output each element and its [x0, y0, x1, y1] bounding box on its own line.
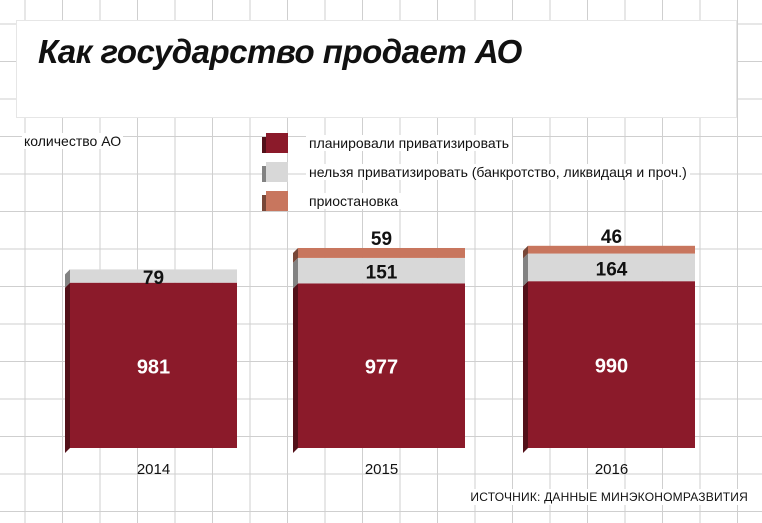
- bar-side-2015-1: [293, 257, 298, 289]
- legend: планировали приватизировать нельзя прива…: [262, 128, 690, 215]
- chart-title: Как государство продает АО: [38, 33, 522, 70]
- data-label-2015-series-2: 59: [371, 229, 392, 250]
- x-tick-label-2014: 2014: [137, 461, 170, 478]
- legend-label-suspended: приостановка: [306, 192, 402, 209]
- legend-swatch-side: [262, 194, 266, 211]
- data-label-2015-series-1: 151: [366, 263, 398, 284]
- data-label-2015-series-0: 977: [365, 357, 398, 379]
- legend-swatch-face: [266, 132, 288, 153]
- legend-swatch-cannot: [262, 161, 288, 182]
- bar-2015-series-2: [298, 247, 465, 258]
- legend-label-planned: планировали приватизировать: [306, 134, 513, 151]
- bar-side-2015-0: [293, 283, 298, 453]
- legend-item-planned: планировали приватизировать: [262, 128, 690, 157]
- bar-2015-series-1: [298, 257, 465, 284]
- bar-side-2014-0: [65, 282, 70, 453]
- x-tick-label-2015: 2015: [365, 461, 398, 478]
- legend-swatch-side: [262, 136, 266, 153]
- bar-2016-series-2: [528, 245, 695, 254]
- bar-2014-series-1: [70, 269, 237, 283]
- bar-side-2014-1: [65, 269, 70, 288]
- legend-label-cannot: нельзя приватизировать (банкротство, лик…: [306, 163, 690, 180]
- source-note: ИСТОЧНИК: ДАННЫЕ МИНЭКОНОМРАЗВИТИЯ: [468, 489, 750, 505]
- title-panel: Как государство продает АО: [17, 21, 736, 117]
- data-label-2014-series-1: 79: [143, 268, 164, 289]
- x-tick-label-2016: 2016: [595, 461, 628, 478]
- data-label-2014-series-0: 981: [137, 356, 170, 378]
- data-label-2016-series-2: 46: [601, 227, 622, 248]
- bar-2016-series-0: [528, 281, 695, 448]
- bar-side-2016-1: [523, 253, 528, 287]
- legend-item-suspended: приостановка: [262, 186, 690, 215]
- bar-2015-series-0: [298, 283, 465, 448]
- legend-item-cannot: нельзя приватизировать (банкротство, лик…: [262, 157, 690, 186]
- legend-swatch-face: [266, 190, 288, 211]
- y-axis-label: количество АО: [22, 133, 124, 149]
- legend-swatch-planned: [262, 132, 288, 153]
- data-label-2016-series-1: 164: [596, 259, 628, 280]
- data-label-2016-series-0: 990: [595, 356, 628, 378]
- bar-side-2016-2: [523, 245, 528, 259]
- bar-2016-series-1: [528, 253, 695, 282]
- bar-2014-series-0: [70, 282, 237, 448]
- bar-side-2015-2: [293, 247, 298, 263]
- legend-swatch-suspended: [262, 190, 288, 211]
- legend-swatch-side: [262, 165, 266, 182]
- bar-side-2016-0: [523, 281, 528, 453]
- legend-swatch-face: [266, 161, 288, 182]
